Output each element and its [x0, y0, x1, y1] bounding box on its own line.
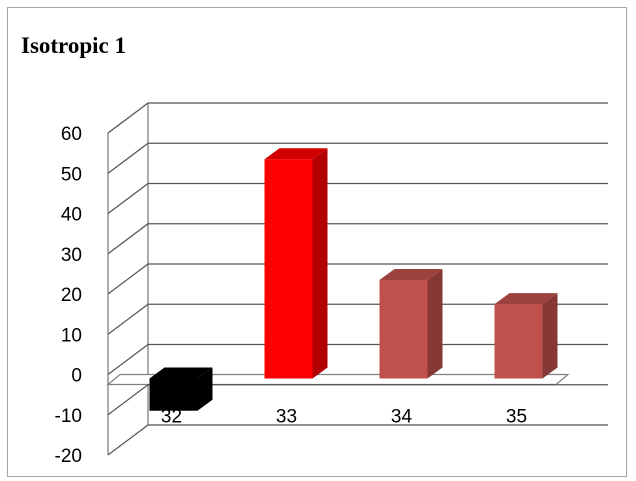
y-tick-label: 0 — [71, 366, 82, 387]
x-tick-label: 33 — [276, 407, 297, 428]
gridline — [107, 343, 608, 376]
x-tick-label: 34 — [391, 407, 413, 428]
gridline — [107, 303, 608, 335]
chart-title: Isotropic 1 — [21, 33, 126, 58]
y-tick-label: 20 — [61, 285, 82, 306]
gridline — [107, 102, 608, 134]
gridline — [107, 263, 608, 295]
y-tick-label: -20 — [55, 446, 82, 467]
bar — [494, 293, 558, 379]
gridline — [107, 424, 608, 456]
x-tick-label: 32 — [161, 407, 182, 428]
bar — [149, 367, 213, 411]
bar — [379, 268, 443, 379]
gridline — [107, 182, 608, 215]
x-tick-label: 35 — [506, 407, 527, 428]
y-tick-label: 50 — [61, 164, 82, 185]
gridline — [107, 142, 608, 174]
y-tick-label: -10 — [55, 406, 82, 427]
y-tick-label: 10 — [61, 325, 82, 346]
y-tick-label: 30 — [61, 245, 82, 266]
gridline — [107, 384, 608, 416]
y-tick-label: 40 — [61, 205, 82, 226]
bar — [264, 148, 328, 379]
y-tick-label: 60 — [61, 124, 82, 145]
gridline — [107, 223, 608, 255]
